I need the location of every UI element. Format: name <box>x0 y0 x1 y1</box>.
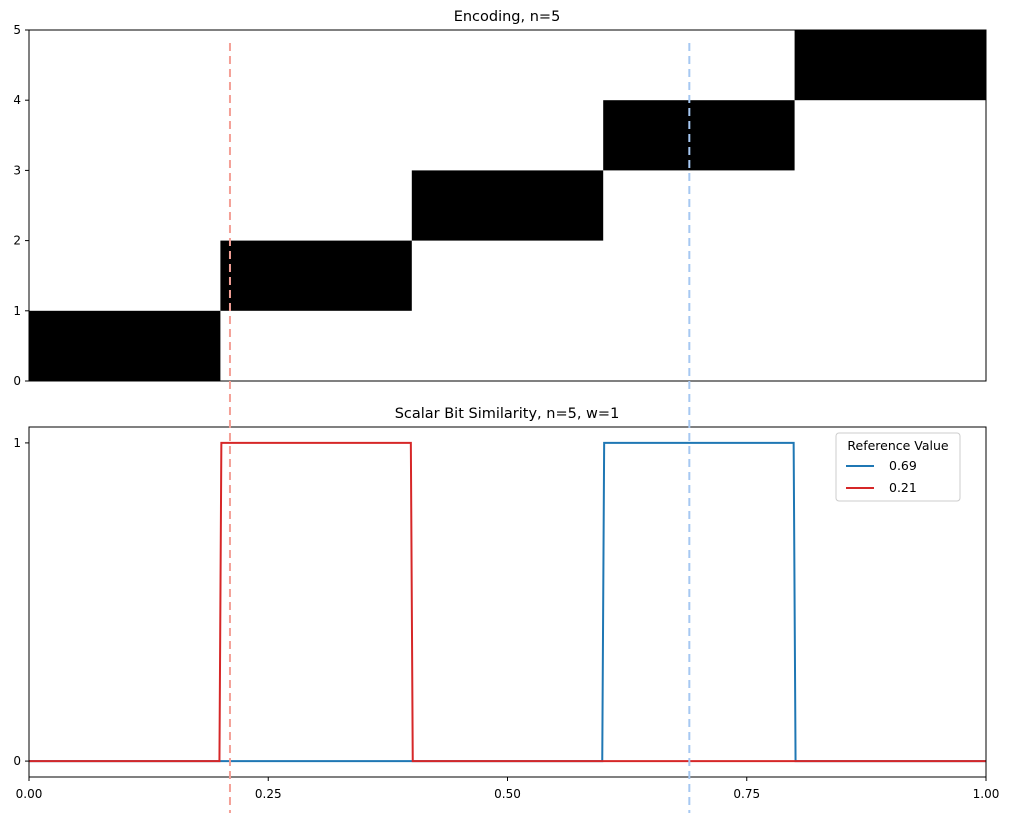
legend-label-series-2: 0.21 <box>889 480 917 495</box>
encoding-panel: Encoding, n=5 0 1 2 3 4 5 <box>13 9 987 388</box>
encoding-y-tick-label-5: 5 <box>13 23 21 37</box>
encoding-cell-3 <box>603 100 795 171</box>
encoding-axes-frame <box>28 29 987 382</box>
similarity-series <box>29 441 986 763</box>
reference-lines <box>228 43 691 813</box>
similarity-x-tick-label-0: 0.00 <box>16 787 43 801</box>
encoding-y-tick-label-1: 1 <box>13 304 21 318</box>
similarity-title: Scalar Bit Similarity, n=5, w=1 <box>395 406 620 422</box>
legend-box <box>835 432 961 502</box>
similarity-x-axis: 0.00 0.25 0.50 0.75 1.00 <box>16 777 1000 801</box>
similarity-x-tick-label-1: 0.25 <box>255 787 282 801</box>
encoding-cells <box>29 30 986 381</box>
encoding-cell-1 <box>220 240 412 311</box>
similarity-x-tick-label-3: 0.75 <box>733 787 760 801</box>
legend-label-series-1: 0.69 <box>889 458 917 473</box>
encoding-cell-2 <box>411 170 604 241</box>
encoding-y-tick-label-3: 3 <box>13 163 21 177</box>
similarity-y-tick-label-1: 1 <box>13 436 21 450</box>
encoding-title: Encoding, n=5 <box>454 9 561 25</box>
legend: Reference Value 0.69 0.21 <box>835 432 961 502</box>
encoding-y-axis: 0 1 2 3 4 5 <box>13 23 29 388</box>
similarity-line-series-2 <box>29 441 986 763</box>
encoding-y-tick-label-2: 2 <box>13 234 21 248</box>
encoding-cell-0 <box>29 310 221 381</box>
encoding-y-tick-label-0: 0 <box>13 374 21 388</box>
similarity-y-tick-label-0: 0 <box>13 754 21 768</box>
encoding-y-tick-label-4: 4 <box>13 93 21 107</box>
legend-title: Reference Value <box>847 438 949 453</box>
similarity-x-tick-label-4: 1.00 <box>973 787 1000 801</box>
similarity-panel: Scalar Bit Similarity, n=5, w=1 01 0.00 0… <box>13 406 999 801</box>
similarity-y-axis: 01 <box>13 436 29 768</box>
encoding-cell-4 <box>794 30 986 101</box>
similarity-x-tick-label-2: 0.50 <box>494 787 521 801</box>
